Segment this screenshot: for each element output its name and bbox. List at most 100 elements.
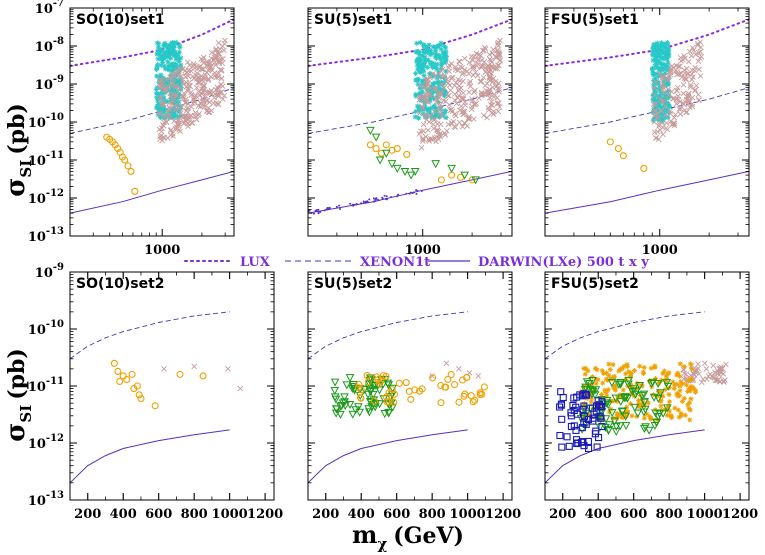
x-tick-label: 1200 — [722, 507, 758, 522]
cyan-stars-point — [166, 52, 172, 58]
orange-stars-point — [612, 387, 618, 393]
rosy-crosses-point — [487, 56, 493, 62]
orange-stars-point — [686, 377, 692, 383]
cyan-stars-point — [416, 115, 422, 121]
darwin-band-point — [376, 198, 379, 201]
rosy-crosses-point — [420, 128, 427, 134]
green-triangles-point — [631, 390, 640, 399]
rosy-crosses-point — [179, 113, 186, 120]
orange-stars-point — [585, 368, 591, 374]
x-tick-label: 1200 — [485, 507, 521, 522]
blue-squares-point — [592, 407, 600, 415]
rosy-crosses-point — [202, 92, 209, 99]
green-triangles-point — [653, 394, 663, 403]
x-tick-label: 800 — [419, 507, 446, 522]
rosy-crosses-point — [692, 86, 698, 93]
orange-stars-point — [681, 395, 687, 401]
rosy-crosses-point — [173, 100, 180, 107]
y-tick-label: 10-11 — [28, 376, 64, 395]
darwin-band-point — [383, 194, 386, 197]
rosy-crosses-point — [179, 77, 185, 84]
rosy-crosses-point — [445, 80, 452, 86]
cyan-stars-point — [415, 56, 421, 62]
rosy-crosses-point — [670, 121, 676, 127]
cyan-stars-point — [426, 107, 432, 113]
cyan-stars-point — [416, 50, 422, 56]
y-tick-label: 10-13 — [28, 226, 64, 245]
cyan-stars-point — [663, 81, 669, 87]
green-triangles-point — [340, 393, 349, 402]
orange-stars-point — [676, 414, 682, 420]
green-triangles-point — [366, 398, 376, 407]
cyan-stars-point — [161, 43, 167, 49]
green-triangles-point — [623, 394, 632, 403]
rosy-crosses-point — [712, 369, 718, 376]
rosy-crosses-point — [163, 76, 170, 83]
rosy-crosses-point — [442, 132, 449, 138]
darwin-band-point — [353, 203, 356, 206]
orange-stars-point — [608, 376, 614, 382]
cyan-stars-point — [441, 53, 447, 59]
darwin-band-point — [317, 211, 320, 214]
orange-stars-point — [593, 376, 599, 382]
green-triangles-point — [330, 378, 340, 387]
cyan-stars-point — [438, 42, 444, 48]
blue-squares-point — [567, 422, 575, 431]
rosy-crosses-point — [467, 78, 473, 85]
blue-squares-point — [585, 444, 593, 452]
green-triangles-point — [577, 425, 587, 434]
rosy-crosses-point — [184, 59, 191, 66]
rosy-crosses-point — [673, 100, 680, 107]
rosy-crosses-point — [174, 68, 180, 74]
orange-stars-point — [677, 388, 683, 394]
rosy-crosses-point — [652, 107, 658, 113]
rosy-crosses-point — [433, 72, 439, 79]
orange-stars-point — [677, 393, 683, 399]
ylabel-bottom: σSI (pb) — [1, 348, 35, 442]
orange-stars-point — [682, 412, 688, 418]
cyan-stars-point — [417, 61, 423, 67]
y-tick-label: 10-11 — [28, 150, 64, 169]
rosy-crosses-point — [698, 53, 705, 60]
cyan-stars-point — [443, 68, 449, 74]
rosy-crosses-point — [483, 64, 490, 70]
orange-stars-point — [636, 401, 642, 407]
orange-circles-point — [395, 379, 403, 387]
cyan-stars-point — [665, 60, 671, 66]
rosy-crosses-point — [458, 103, 465, 110]
darwin-limit-curve — [70, 170, 234, 214]
xlabel-sub: χ — [377, 535, 387, 553]
rosy-crosses-point — [690, 47, 697, 53]
rosy-crosses-point — [416, 131, 423, 137]
cyan-stars-point — [442, 108, 448, 114]
x-tick-label: 800 — [656, 507, 683, 522]
rosy-crosses-point — [475, 373, 482, 379]
orange-stars-point — [615, 398, 621, 404]
cyan-stars-point — [654, 94, 660, 100]
cyan-stars-point — [652, 87, 658, 93]
rosy-crosses-point — [473, 50, 480, 57]
rosy-crosses-point — [160, 100, 167, 107]
cyan-stars-point — [173, 98, 179, 104]
orange-stars-point — [664, 371, 670, 377]
rosy-crosses-point — [495, 39, 502, 46]
rosy-crosses-point — [441, 72, 448, 79]
orange-stars-point — [675, 370, 681, 376]
cyan-stars-point — [421, 72, 427, 78]
rosy-crosses-point — [658, 108, 665, 114]
orange-circles-point — [135, 391, 143, 399]
green-triangles-point — [371, 133, 381, 142]
orange-stars-point — [641, 415, 647, 421]
green-triangles-point — [392, 164, 402, 173]
rosy-crosses-point — [431, 85, 438, 92]
rosy-crosses-point — [461, 55, 468, 62]
green-triangles-point — [368, 390, 378, 399]
rosy-crosses-point — [198, 73, 205, 79]
blue-squares-point — [592, 402, 601, 410]
orange-circles-point — [437, 399, 445, 407]
blue-squares-point — [563, 433, 571, 441]
y-tick-label: 10-7 — [35, 0, 64, 17]
cyan-stars-point — [661, 95, 667, 101]
cyan-stars-point — [662, 100, 668, 106]
rosy-crosses-point — [197, 103, 204, 110]
